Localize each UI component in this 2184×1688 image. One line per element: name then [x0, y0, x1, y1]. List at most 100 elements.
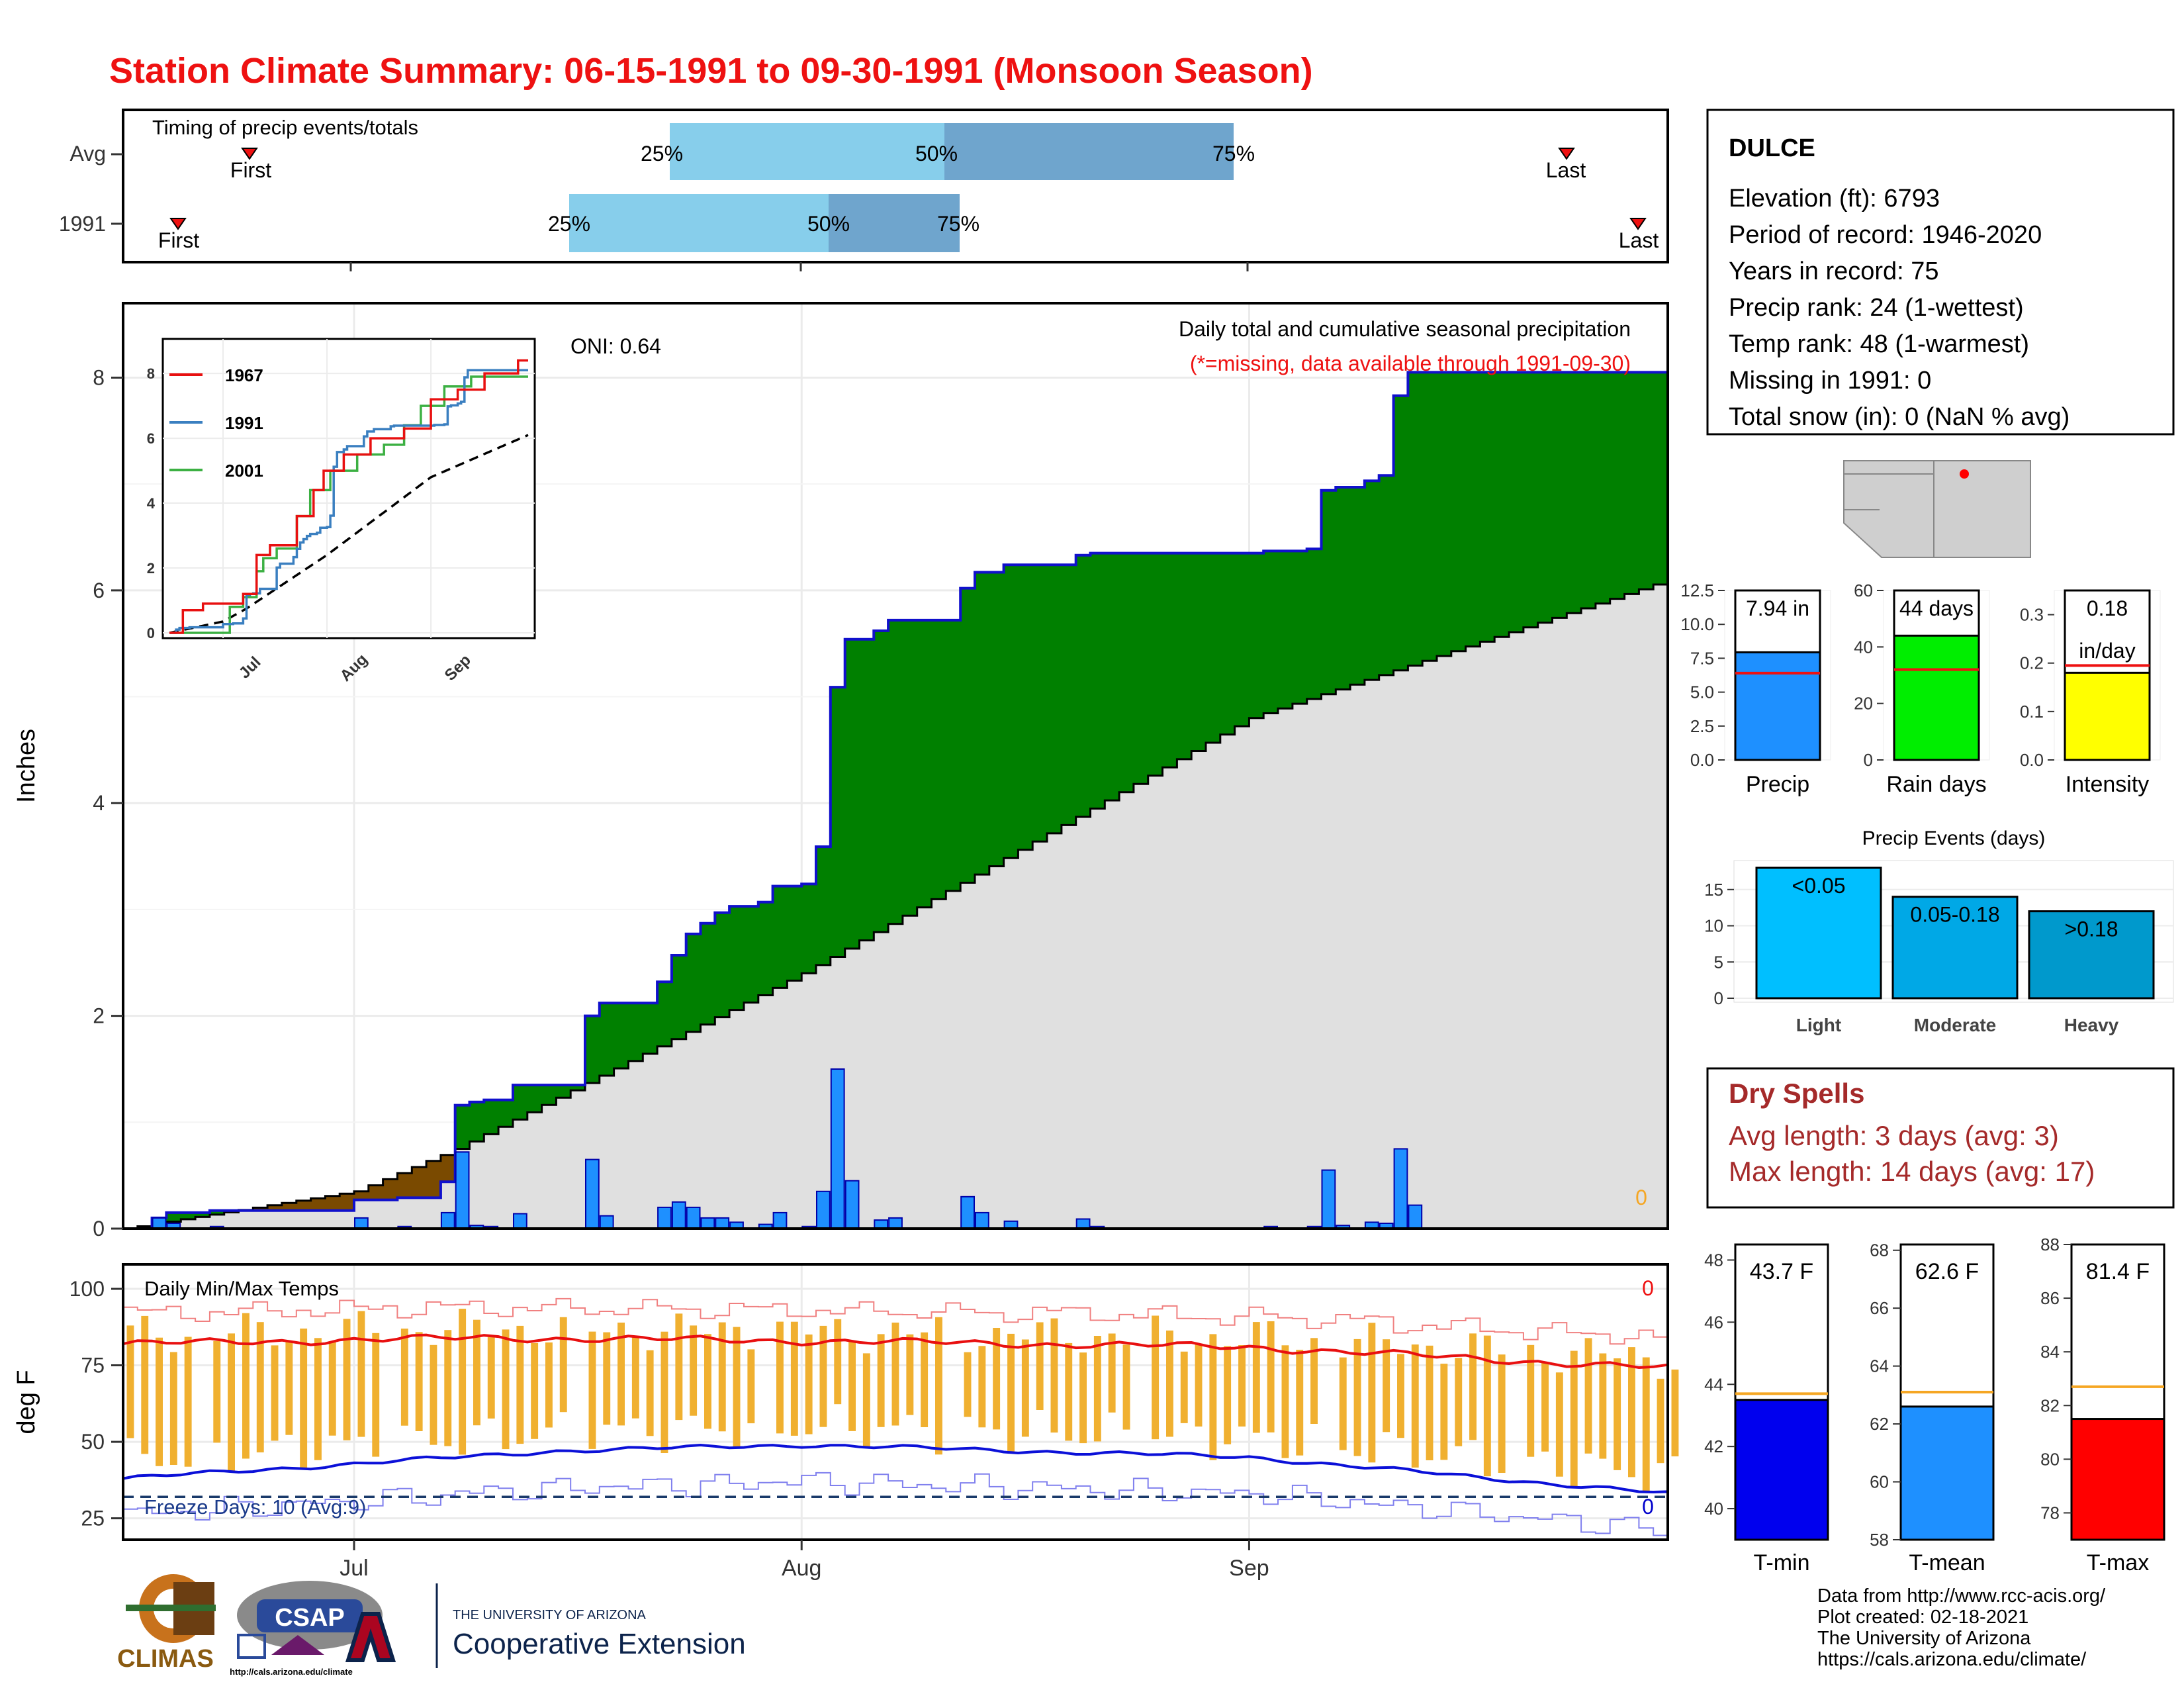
y1991-p75-label: 75%: [937, 212, 979, 236]
max-count: 0: [1642, 1276, 1654, 1300]
daily-temp-bar: [415, 1332, 423, 1431]
summary-bar-value: 7.94 in: [1746, 596, 1809, 620]
summary-bar-unit: in/day: [2079, 639, 2135, 663]
daily-temp-bar: [834, 1319, 842, 1405]
daily-temp-bar: [1397, 1354, 1404, 1438]
daily-precip-bar: [585, 1158, 600, 1229]
station-name: DULCE: [1729, 134, 1815, 162]
event-bar-label: 0.05-0.18: [1910, 903, 1999, 927]
daily-temp-bar: [906, 1334, 914, 1415]
above-normal-area: [123, 372, 1668, 1229]
page-title: Station Climate Summary: 06-15-1991 to 0…: [109, 51, 1313, 91]
station-info-line: Missing in 1991: 0: [1729, 367, 1931, 395]
temp-y-tick: 50: [81, 1430, 105, 1454]
daily-temp-bar: [877, 1334, 885, 1427]
daily-temp-bar: [776, 1321, 784, 1434]
daily-temp-range-bars: [126, 1309, 1679, 1492]
temp-summary-bar: [2070, 1418, 2165, 1541]
daily-temp-bar: [285, 1341, 293, 1435]
daily-temp-bar: [1238, 1345, 1246, 1427]
summary-bar-tick: 7.5: [1690, 648, 1714, 668]
daily-temp-bar: [1426, 1345, 1433, 1460]
daily-temp-bar: [1122, 1344, 1130, 1430]
x-tick: Sep: [1229, 1556, 1269, 1581]
dry-spells-title: Dry Spells: [1729, 1078, 1864, 1109]
daily-precip-bar: [960, 1196, 975, 1230]
event-bar-label: >0.18: [2065, 917, 2118, 941]
daily-temp-bar: [993, 1328, 1001, 1430]
x-tick: Jul: [340, 1556, 368, 1581]
cumulative-precip-line: [123, 371, 1668, 1230]
timing-row-avg-label: Avg: [69, 142, 106, 165]
daily-temp-bar: [242, 1313, 250, 1459]
daily-precip-bar: [440, 1211, 455, 1230]
summary-bar-label: Rain days: [1886, 772, 1986, 797]
min-count: 0: [1642, 1495, 1654, 1519]
daily-temp-bar: [1541, 1362, 1549, 1452]
daily-temp-bar: [862, 1353, 870, 1448]
y1991-last-marker: [1629, 218, 1647, 230]
summary-bar-tick: 0: [1864, 750, 1873, 770]
temp-summary-tick: 40: [1704, 1499, 1723, 1519]
avg-q25-q50-bar: [670, 123, 944, 180]
avg-last-marker: [1558, 148, 1575, 160]
inset-y-tick: 4: [147, 495, 156, 512]
daily-temp-bar: [660, 1331, 668, 1453]
summary-bar: [1734, 651, 1821, 761]
daily-temp-bar: [1108, 1333, 1116, 1413]
temp-summary-tick: 42: [1704, 1436, 1723, 1456]
y1991-q50-q75-bar: [829, 194, 960, 252]
footer-line: Data from http://www.rcc-acis.org/: [1817, 1585, 2106, 1607]
event-y-tick: 5: [1714, 952, 1723, 972]
event-category: Light: [1796, 1015, 1841, 1035]
daily-temp-bar: [935, 1317, 942, 1455]
summary-bar-tick: 40: [1854, 637, 1873, 657]
climas-logo: CLIMAS: [117, 1574, 216, 1673]
station-info-line: Total snow (in): 0 (NaN % avg): [1729, 403, 2070, 431]
footer-line: The University of Arizona: [1817, 1628, 2031, 1649]
daily-temp-bar: [1383, 1339, 1390, 1432]
normal-cumulative-line: [123, 579, 1669, 1230]
daily-temp-bar: [1527, 1344, 1535, 1457]
daily-temp-bar: [516, 1325, 524, 1444]
avg-first-label: First: [230, 158, 271, 182]
daily-temp-bar: [184, 1336, 192, 1467]
daily-temp-bar: [718, 1322, 726, 1432]
avg-q50-q75-bar: [944, 123, 1234, 180]
daily-temp-bar: [1368, 1323, 1376, 1463]
daily-temp-bar: [357, 1311, 365, 1437]
event-y-tick: 0: [1714, 988, 1723, 1008]
daily-temp-bar: [1195, 1343, 1203, 1427]
station-info-line: Precip rank: 24 (1-wettest): [1729, 294, 2024, 322]
precip-y-tick: 4: [93, 791, 105, 815]
ua-small: THE UNIVERSITY OF ARIZONA: [453, 1608, 647, 1622]
dry-spells-box: Dry Spells Avg length: 3 days (avg: 3) M…: [1706, 1067, 2175, 1209]
summary-bar-label: Precip: [1746, 772, 1809, 797]
temp-summary-tick: 84: [2040, 1342, 2060, 1362]
dry-spells-max: Max length: 14 days (avg: 17): [1729, 1156, 2095, 1187]
temp-summary-tick: 60: [1870, 1472, 1889, 1492]
daily-temp-bar: [1440, 1364, 1448, 1460]
daily-temp-bar: [646, 1350, 654, 1436]
x-tick: Aug: [782, 1556, 822, 1581]
daily-temp-bar: [559, 1317, 567, 1413]
daily-temp-bar: [1628, 1347, 1635, 1477]
daily-precip-bar: [1393, 1148, 1408, 1229]
daily-temp-bar: [1036, 1322, 1044, 1410]
daily-temp-bar: [400, 1329, 408, 1426]
daily-temp-bar: [1093, 1336, 1101, 1442]
event-category: Moderate: [1914, 1015, 1996, 1035]
events-title: Precip Events (days): [1862, 827, 2046, 849]
temp-y-tick: 75: [81, 1354, 105, 1378]
temp-panel: Daily Min/Max Temps 0 Freeze Days: 10 (A…: [13, 1263, 1679, 1581]
daily-temp-bar: [1555, 1372, 1563, 1477]
oni-label: ONI: 0.64: [570, 334, 661, 358]
temp-y-tick: 100: [69, 1277, 105, 1301]
summary-bar-label: Intensity: [2066, 772, 2150, 797]
avg-p25-label: 25%: [641, 142, 683, 165]
temp-summary-charts: 43.7 F 40 42 44 46 48 T-min 62.6 F 58 60 62 64 66 68 T…: [1704, 1235, 2165, 1575]
daily-temp-bar: [372, 1333, 380, 1457]
daily-temp-bar: [271, 1345, 279, 1441]
daily-temp-bar: [617, 1323, 625, 1426]
